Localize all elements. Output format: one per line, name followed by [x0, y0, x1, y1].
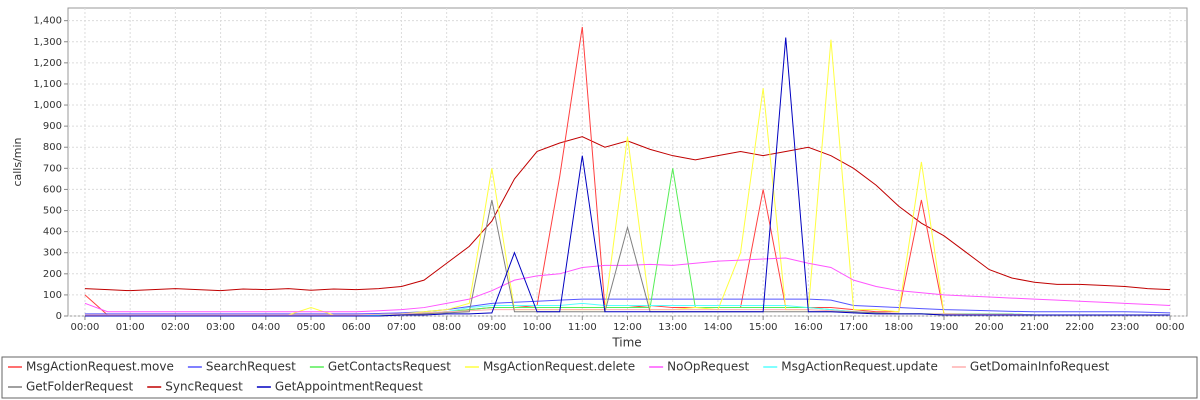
- x-tick-label: 11:00: [568, 322, 597, 333]
- y-tick-label: 400: [43, 227, 62, 238]
- y-tick-label: 1,100: [33, 79, 62, 90]
- x-tick-label: 20:00: [975, 322, 1004, 333]
- legend-label: GetAppointmentRequest: [275, 380, 423, 394]
- x-tick-label: 08:00: [432, 322, 461, 333]
- legend-label: SearchRequest: [206, 360, 296, 374]
- x-tick-label: 18:00: [884, 322, 913, 333]
- x-tick-label: 19:00: [930, 322, 959, 333]
- legend-label: GetFolderRequest: [26, 380, 134, 394]
- y-tick-label: 200: [43, 269, 62, 280]
- x-tick-label: 10:00: [523, 322, 552, 333]
- x-tick-label: 16:00: [794, 322, 823, 333]
- series-line: [84, 298, 1171, 315]
- series-line: [84, 309, 1171, 316]
- x-tick-label: 13:00: [658, 322, 687, 333]
- legend: [1, 356, 1198, 399]
- legend-label: GetContactsRequest: [328, 360, 451, 374]
- x-tick-label: 04:00: [251, 322, 280, 333]
- legend-label: MsgActionRequest.delete: [483, 360, 635, 374]
- y-tick-label: 500: [43, 206, 62, 217]
- y-tick-label: 1,300: [33, 37, 62, 48]
- x-tick-label: 17:00: [839, 322, 868, 333]
- x-tick-label: 21:00: [1020, 322, 1049, 333]
- x-tick-label: 05:00: [297, 322, 326, 333]
- x-tick-label: 00:00: [71, 322, 100, 333]
- y-tick-label: 600: [43, 184, 62, 195]
- legend-label: NoOpRequest: [667, 360, 749, 374]
- y-tick-label: 1,200: [33, 58, 62, 69]
- y-tick-label: 900: [43, 121, 62, 132]
- y-tick-label: 0: [56, 311, 62, 322]
- y-tick-label: 300: [43, 248, 62, 259]
- y-tick-label: 100: [43, 290, 62, 301]
- x-tick-label: 01:00: [116, 322, 145, 333]
- x-tick-label: 02:00: [161, 322, 190, 333]
- x-tick-label: 00:00: [1156, 322, 1185, 333]
- legend-label: GetDomainInfoRequest: [970, 360, 1110, 374]
- x-tick-label: 07:00: [387, 322, 416, 333]
- y-tick-label: 1,400: [33, 16, 62, 27]
- series-line: [84, 136, 1171, 292]
- y-axis-label: calls/min: [11, 137, 24, 186]
- x-tick-label: 15:00: [749, 322, 778, 333]
- y-tick-label: 1,000: [33, 100, 62, 111]
- x-tick-label: 23:00: [1110, 322, 1139, 333]
- x-tick-label: 09:00: [477, 322, 506, 333]
- x-tick-label: 22:00: [1065, 322, 1094, 333]
- x-tick-label: 14:00: [704, 322, 733, 333]
- x-tick-label: 06:00: [342, 322, 371, 333]
- legend-label: MsgActionRequest.update: [781, 360, 938, 374]
- y-tick-label: 700: [43, 163, 62, 174]
- x-tick-label: 03:00: [206, 322, 235, 333]
- legend-label: MsgActionRequest.move: [26, 360, 174, 374]
- x-axis-label: Time: [611, 336, 641, 350]
- legend-label: SyncRequest: [165, 380, 243, 394]
- series-line: [84, 257, 1171, 313]
- y-tick-label: 800: [43, 142, 62, 153]
- x-tick-label: 12:00: [613, 322, 642, 333]
- series-line: [84, 37, 1171, 317]
